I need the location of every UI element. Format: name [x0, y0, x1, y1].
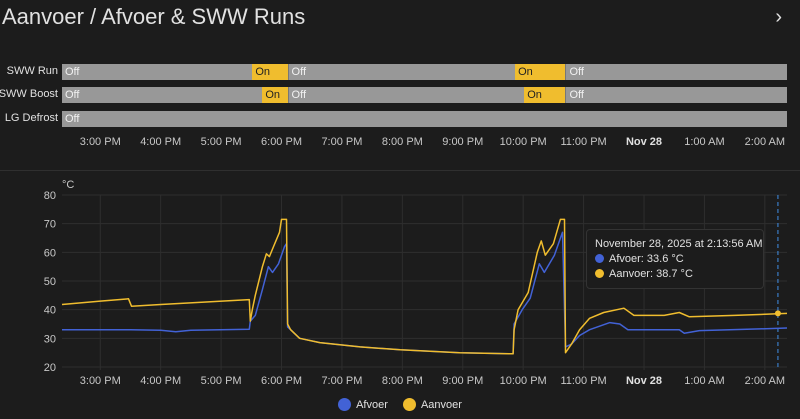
timeline-segment-off[interactable]: Off — [287, 87, 525, 103]
legend-label: Aanvoer — [420, 399, 462, 411]
x-tick-label: 2:00 AM — [744, 375, 786, 387]
timeline-segment-off[interactable]: Off — [62, 64, 253, 80]
timeline-segment-off[interactable]: Off — [565, 87, 787, 103]
tooltip-aanvoer: Aanvoer: 38.7 °C — [609, 268, 693, 280]
timeline-segment-off[interactable]: Off — [62, 111, 787, 127]
chevron-right-icon[interactable]: › — [775, 6, 782, 28]
x-tick-label: 3:00 PM — [79, 136, 121, 148]
chart-legend: Afvoer Aanvoer — [0, 398, 800, 411]
x-tick-label: 11:00 PM — [560, 375, 607, 387]
legend-aanvoer[interactable]: Aanvoer — [402, 398, 462, 411]
cursor-marker — [774, 310, 781, 317]
aanvoer-dot-icon — [595, 269, 604, 278]
x-tick-label: 2:00 AM — [744, 136, 786, 148]
y-tick-label: 80 — [44, 190, 56, 202]
x-tick-label: 10:00 PM — [499, 375, 547, 387]
x-tick-label: 5:00 PM — [200, 375, 242, 387]
timeline-bar: Off — [62, 111, 787, 127]
timeline-segment-on[interactable]: On — [262, 87, 288, 103]
x-tick-label: 5:00 PM — [200, 136, 242, 148]
timeline-row-label: SWW Run — [6, 65, 58, 77]
x-tick-label: 1:00 AM — [684, 375, 725, 387]
x-tick-label: 8:00 PM — [381, 136, 423, 148]
tooltip-afvoer: Afvoer: 33.6 °C — [609, 253, 684, 265]
y-tick-label: 70 — [44, 219, 56, 231]
x-tick-label: 1:00 AM — [684, 136, 725, 148]
afvoer-legend-dot-icon — [338, 398, 352, 411]
x-tick-label: 6:00 PM — [261, 375, 302, 387]
timeline-bar: Off On Off On Off — [62, 64, 787, 80]
timeline-bar: Off On Off On Off — [62, 87, 787, 103]
x-tick-label: 3:00 PM — [79, 375, 121, 387]
y-axis-label: °C — [62, 179, 74, 191]
x-tick-label: 4:00 PM — [140, 136, 182, 148]
y-tick-label: 40 — [44, 305, 56, 317]
timeline-row-label: LG Defrost — [4, 112, 58, 124]
afvoer-dot-icon — [595, 254, 604, 263]
x-tick-label: Nov 28 — [625, 136, 663, 148]
divider — [0, 170, 800, 171]
timeline-row-label: SWW Boost — [0, 88, 58, 100]
y-tick-label: 20 — [44, 362, 56, 374]
timeline-segment-on[interactable]: On — [524, 87, 566, 103]
y-tick-label: 30 — [44, 333, 56, 345]
x-tick-label: 11:00 PM — [560, 136, 607, 148]
x-tick-label: 9:00 PM — [442, 136, 484, 148]
card-title: Aanvoer / Afvoer & SWW Runs — [2, 4, 306, 29]
timeline-segment-off[interactable]: Off — [62, 87, 263, 103]
x-tick-label: 8:00 PM — [381, 375, 423, 387]
tooltip-title: November 28, 2025 at 2:13:56 AM — [595, 238, 763, 250]
timeline-segment-on[interactable]: On — [252, 64, 288, 80]
x-tick-label: 6:00 PM — [261, 136, 302, 148]
aanvoer-legend-dot-icon — [402, 398, 416, 411]
timeline-segment-on[interactable]: On — [515, 64, 566, 80]
timeline-segment-off[interactable]: Off — [287, 64, 516, 80]
y-tick-label: 50 — [44, 276, 56, 288]
x-tick-label: 4:00 PM — [140, 375, 182, 387]
x-tick-label: 10:00 PM — [499, 136, 547, 148]
x-tick-label: 9:00 PM — [442, 375, 484, 387]
legend-label: Afvoer — [356, 399, 388, 411]
x-tick-label: Nov 28 — [625, 375, 663, 387]
chart-tooltip: November 28, 2025 at 2:13:56 AM Afvoer: … — [586, 229, 764, 289]
timeline-segment-off[interactable]: Off — [565, 64, 787, 80]
legend-afvoer[interactable]: Afvoer — [338, 398, 388, 411]
series-line-aanvoer — [61, 218, 788, 355]
y-tick-label: 60 — [44, 247, 56, 259]
x-tick-label: 7:00 PM — [321, 375, 363, 387]
x-tick-label: 7:00 PM — [321, 136, 363, 148]
